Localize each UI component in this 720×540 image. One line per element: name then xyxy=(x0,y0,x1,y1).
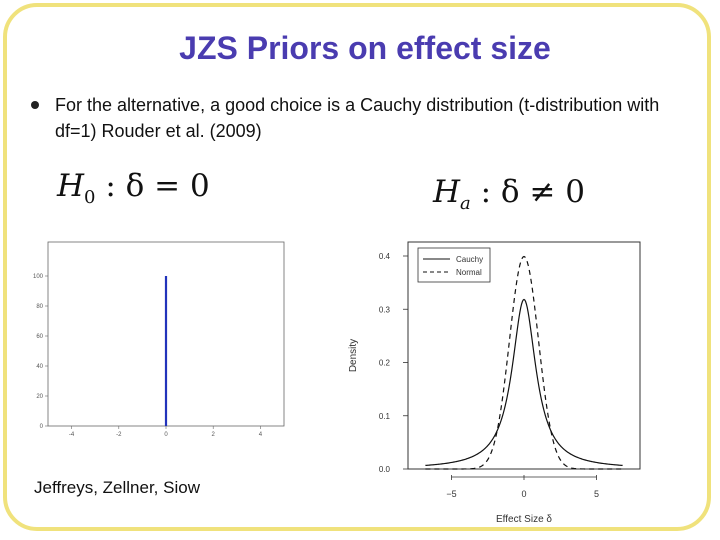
x-axis-label: Effect Size δ xyxy=(496,514,552,525)
legend-box xyxy=(417,247,491,283)
y-tick-label: 20 xyxy=(36,394,43,400)
alternative-hypothesis-rest: : δ ≠ 0 xyxy=(470,174,586,210)
y-tick-label: 40 xyxy=(36,364,43,370)
point-prior-chart: 0 20 40 60 80 100 -4 -2 0 2 4 xyxy=(33,241,285,438)
null-hypothesis-subscript: 0 xyxy=(84,187,96,209)
plot-frame xyxy=(407,241,641,470)
null-hypothesis-symbol: H xyxy=(57,168,85,204)
y-tick-label: 100 xyxy=(33,274,44,280)
y-tick-label: 0.3 xyxy=(379,305,391,314)
alternative-hypothesis-symbol: H xyxy=(433,174,461,210)
cauchy-curve xyxy=(425,298,623,467)
x-tick-label: -4 xyxy=(69,432,75,438)
y-tick-label: 0 xyxy=(40,424,44,430)
attribution-text: Jeffreys, Zellner, Siow xyxy=(34,478,200,497)
bullet-text: For the alternative, a good choice is a … xyxy=(55,95,660,141)
x-tick-label: −5 xyxy=(446,489,456,499)
x-tick-label: 0 xyxy=(164,432,168,438)
bullet-icon xyxy=(31,101,39,109)
x-tick-label: 2 xyxy=(212,432,216,438)
slide-title: JZS Priors on effect size xyxy=(179,30,551,66)
y-tick-label: 60 xyxy=(36,334,43,340)
x-tick-label: 0 xyxy=(521,489,526,499)
x-tick-label: 4 xyxy=(259,432,263,438)
legend-label-normal: Normal xyxy=(456,268,482,277)
x-tick-label: 5 xyxy=(594,489,599,499)
normal-curve xyxy=(425,255,623,470)
slide-frame xyxy=(3,3,711,531)
y-tick-label: 80 xyxy=(36,304,43,310)
y-tick-label: 0.1 xyxy=(379,412,391,421)
cauchy-normal-chart: 0.0 0.1 0.2 0.3 0.4 −5 0 5 Density Effect Size δ C… xyxy=(348,241,641,525)
y-tick-label: 0.2 xyxy=(379,359,391,368)
null-hypothesis: H0 : δ = 0 xyxy=(57,168,210,208)
legend-label-cauchy: Cauchy xyxy=(456,255,483,264)
alternative-hypothesis-subscript: a xyxy=(460,193,471,215)
x-tick-label: -2 xyxy=(116,432,122,438)
null-hypothesis-rest: : δ = 0 xyxy=(95,168,210,204)
y-axis-label: Density xyxy=(348,339,359,372)
alternative-hypothesis: Ha : δ ≠ 0 xyxy=(433,174,585,214)
y-tick-label: 0.0 xyxy=(379,465,391,474)
y-tick-label: 0.4 xyxy=(379,252,391,261)
